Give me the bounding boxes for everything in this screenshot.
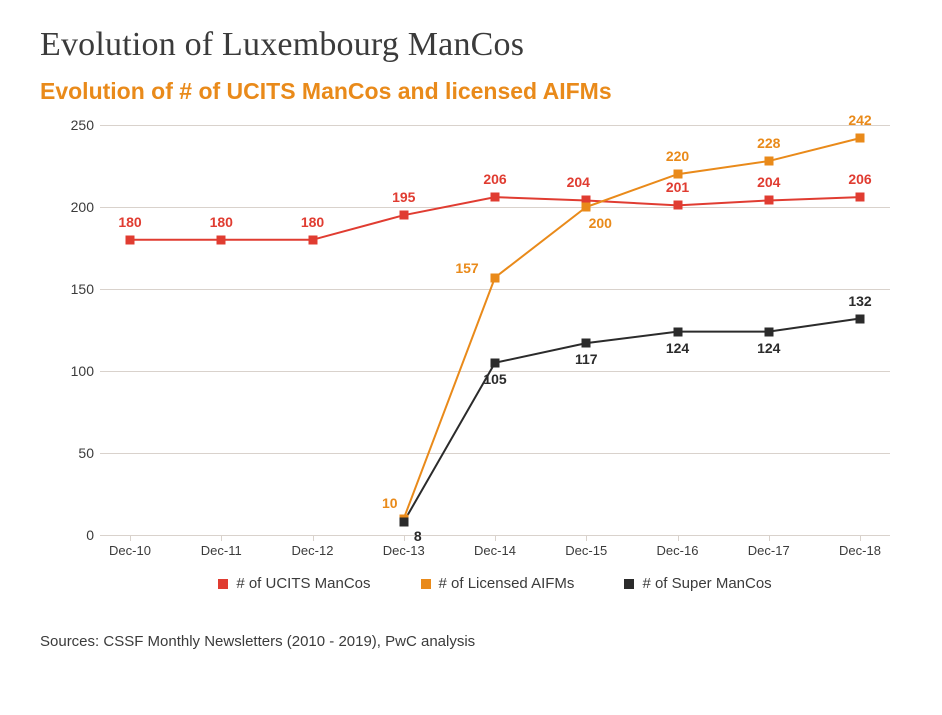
chart: 0 50 100 150 200 250 Dec-10 Dec-11 Dec-12 Dec-13 D… bbox=[40, 115, 902, 615]
series-line-super bbox=[404, 319, 860, 522]
y-axis-label: 100 bbox=[44, 363, 94, 379]
data-label-super: 124 bbox=[666, 340, 689, 356]
marker-super bbox=[856, 314, 865, 323]
legend-label: # of Super ManCos bbox=[642, 575, 771, 592]
data-label-aifm: 157 bbox=[455, 260, 478, 276]
marker-ucits bbox=[491, 193, 500, 202]
data-label-aifm: 200 bbox=[589, 215, 612, 231]
data-label-ucits: 201 bbox=[666, 179, 689, 195]
x-axis-label: Dec-13 bbox=[383, 543, 425, 558]
y-axis-label: 50 bbox=[44, 445, 94, 461]
x-tick bbox=[313, 535, 314, 541]
marker-aifm bbox=[673, 170, 682, 179]
x-axis-label: Dec-17 bbox=[748, 543, 790, 558]
marker-super bbox=[764, 327, 773, 336]
marker-ucits bbox=[217, 235, 226, 244]
marker-ucits bbox=[308, 235, 317, 244]
data-label-super: 117 bbox=[575, 351, 598, 367]
marker-aifm bbox=[582, 203, 591, 212]
page-title: Evolution of Luxembourg ManCos bbox=[40, 26, 902, 64]
y-axis-label: 250 bbox=[44, 117, 94, 133]
legend-item-super: # of Super ManCos bbox=[624, 575, 771, 592]
data-label-super: 124 bbox=[757, 340, 780, 356]
data-label-aifm: 228 bbox=[757, 135, 780, 151]
x-axis-label: Dec-18 bbox=[839, 543, 881, 558]
x-tick bbox=[404, 535, 405, 541]
data-label-super: 105 bbox=[483, 371, 506, 387]
legend: # of UCITS ManCos # of Licensed AIFMs # of… bbox=[100, 575, 890, 592]
marker-ucits bbox=[126, 235, 135, 244]
x-axis-label: Dec-14 bbox=[474, 543, 516, 558]
data-label-ucits: 180 bbox=[118, 214, 141, 230]
x-tick bbox=[586, 535, 587, 541]
x-tick bbox=[769, 535, 770, 541]
marker-ucits bbox=[673, 201, 682, 210]
marker-super bbox=[491, 358, 500, 367]
marker-aifm bbox=[856, 134, 865, 143]
legend-swatch-icon bbox=[218, 579, 228, 589]
x-axis-label: Dec-10 bbox=[109, 543, 151, 558]
legend-item-aifm: # of Licensed AIFMs bbox=[421, 575, 575, 592]
legend-label: # of Licensed AIFMs bbox=[439, 575, 575, 592]
series-line-ucits bbox=[130, 197, 860, 240]
data-label-super: 132 bbox=[848, 293, 871, 309]
legend-label: # of UCITS ManCos bbox=[236, 575, 370, 592]
x-axis-label: Dec-12 bbox=[292, 543, 334, 558]
x-tick bbox=[130, 535, 131, 541]
x-tick bbox=[678, 535, 679, 541]
x-tick bbox=[221, 535, 222, 541]
data-label-aifm: 242 bbox=[848, 112, 871, 128]
data-label-ucits: 180 bbox=[210, 214, 233, 230]
data-label-ucits: 204 bbox=[567, 174, 590, 190]
x-tick bbox=[495, 535, 496, 541]
marker-ucits bbox=[856, 193, 865, 202]
legend-swatch-icon bbox=[421, 579, 431, 589]
y-axis-label: 200 bbox=[44, 199, 94, 215]
chart-subtitle: Evolution of # of UCITS ManCos and licen… bbox=[40, 78, 902, 105]
legend-swatch-icon bbox=[624, 579, 634, 589]
page: Evolution of Luxembourg ManCos Evolution… bbox=[0, 0, 942, 715]
marker-super bbox=[399, 517, 408, 526]
marker-super bbox=[673, 327, 682, 336]
y-axis-label: 0 bbox=[44, 527, 94, 543]
marker-super bbox=[582, 339, 591, 348]
plot-area: 050100150200250Dec-10Dec-11Dec-12Dec-13D… bbox=[100, 125, 890, 535]
data-label-ucits: 206 bbox=[848, 171, 871, 187]
x-axis-label: Dec-11 bbox=[201, 543, 242, 558]
x-axis-label: Dec-15 bbox=[565, 543, 607, 558]
x-tick bbox=[860, 535, 861, 541]
data-label-ucits: 195 bbox=[392, 189, 415, 205]
data-label-super: 8 bbox=[414, 528, 422, 544]
data-label-ucits: 180 bbox=[301, 214, 324, 230]
data-label-ucits: 206 bbox=[483, 171, 506, 187]
marker-aifm bbox=[491, 273, 500, 282]
marker-ucits bbox=[764, 196, 773, 205]
source-text: Sources: CSSF Monthly Newsletters (2010 … bbox=[40, 633, 902, 650]
x-axis-label: Dec-16 bbox=[657, 543, 699, 558]
legend-item-ucits: # of UCITS ManCos bbox=[218, 575, 370, 592]
data-label-aifm: 220 bbox=[666, 148, 689, 164]
marker-aifm bbox=[764, 157, 773, 166]
marker-ucits bbox=[399, 211, 408, 220]
data-label-aifm: 10 bbox=[382, 495, 398, 511]
data-label-ucits: 204 bbox=[757, 174, 780, 190]
y-axis-label: 150 bbox=[44, 281, 94, 297]
